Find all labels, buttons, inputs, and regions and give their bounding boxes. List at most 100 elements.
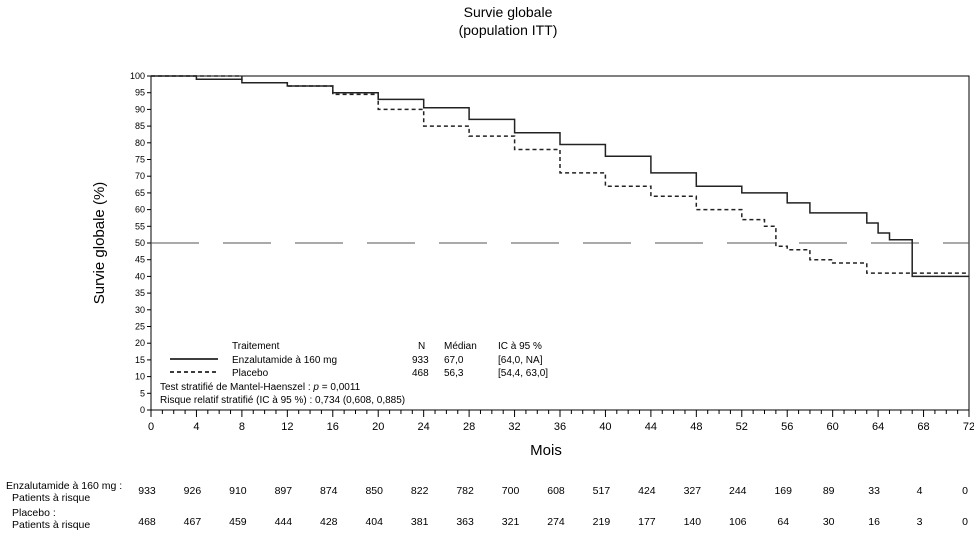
y-tick-label: 75 [135, 155, 145, 165]
y-tick-label: 95 [135, 88, 145, 98]
x-tick-label: 44 [645, 421, 657, 433]
legend-row-ci: [54,4, 63,0] [498, 368, 548, 379]
y-tick-label: 45 [135, 255, 145, 265]
x-tick-label: 56 [781, 421, 793, 433]
risk-value: 321 [502, 516, 520, 528]
y-tick-label: 0 [140, 405, 145, 415]
y-tick-label: 100 [130, 71, 145, 81]
risk-value: 64 [777, 516, 789, 528]
y-tick-label: 55 [135, 221, 145, 231]
legend-row-median: 67,0 [444, 355, 464, 366]
risk-value: 782 [456, 485, 474, 497]
x-axis: 0 4 8 12 16 20 24 28 32 36 40 44 48 52 56 60 64 68 72 [148, 410, 974, 433]
legend-test-value: = 0,0011 [319, 382, 361, 393]
y-tick-label: 85 [135, 121, 145, 131]
risk-value: 33 [868, 485, 880, 497]
risk-value: 700 [502, 485, 520, 497]
legend-col-median: Médian [444, 341, 477, 352]
risk-row-label: Enzalutamide à 160 mg : [6, 480, 122, 492]
risk-value: 459 [229, 516, 247, 528]
risk-value: 822 [411, 485, 429, 497]
y-tick-label: 10 [135, 372, 145, 382]
risk-value: 444 [275, 516, 293, 528]
risk-value: 89 [823, 485, 835, 497]
y-axis-label: Survie globale (%) [91, 182, 108, 305]
risk-value: 274 [547, 516, 565, 528]
y-tick-label: 30 [135, 305, 145, 315]
y-tick-label: 70 [135, 171, 145, 181]
y-tick-label: 65 [135, 188, 145, 198]
x-axis-label: Mois [530, 442, 562, 459]
risk-value: 874 [320, 485, 338, 497]
chart-title: Survie globale [464, 4, 553, 20]
x-tick-label: 24 [418, 421, 430, 433]
risk-row-sublabel: Patients à risque [12, 519, 90, 531]
x-tick-label: 20 [372, 421, 384, 433]
risk-value: 910 [229, 485, 247, 497]
x-tick-label: 28 [463, 421, 475, 433]
legend-col-ci: IC à 95 % [498, 341, 542, 352]
risk-value: 467 [184, 516, 202, 528]
y-axis: 0 5 10 15 20 25 30 35 40 45 50 55 60 65 70 75 80 85 90 95 10… [130, 71, 151, 415]
legend-row-name: Placebo [232, 368, 269, 379]
y-tick-label: 20 [135, 338, 145, 348]
y-tick-label: 25 [135, 322, 145, 332]
x-tick-label: 72 [963, 421, 974, 433]
risk-value: 404 [365, 516, 383, 528]
risk-value: 0 [962, 516, 968, 528]
y-tick-label: 15 [135, 355, 145, 365]
risk-row-label: Placebo : [12, 507, 56, 519]
risk-value: 381 [411, 516, 429, 528]
risk-value: 608 [547, 485, 565, 497]
x-tick-label: 32 [508, 421, 520, 433]
y-tick-label: 90 [135, 104, 145, 114]
y-tick-label: 40 [135, 271, 145, 281]
legend-test-prefix: Test stratifié de Mantel-Haenszel : [160, 382, 313, 393]
legend-test-p: p [312, 382, 319, 393]
risk-value: 169 [774, 485, 792, 497]
risk-table: Enzalutamide à 160 mg : Patients à risqu… [6, 480, 968, 531]
risk-value: 3 [917, 516, 923, 528]
x-tick-label: 48 [690, 421, 702, 433]
y-tick-label: 50 [135, 238, 145, 248]
risk-value: 106 [729, 516, 747, 528]
x-tick-label: 64 [872, 421, 884, 433]
risk-value: 424 [638, 485, 656, 497]
y-tick-label: 60 [135, 205, 145, 215]
risk-value: 933 [138, 485, 156, 497]
risk-value: 926 [184, 485, 202, 497]
legend: Traitement N Médian IC à 95 % Enzalutami… [160, 341, 548, 406]
x-tick-label: 12 [281, 421, 293, 433]
risk-value: 0 [962, 485, 968, 497]
series-line-enzalutamide [151, 75, 969, 278]
x-tick-label: 52 [736, 421, 748, 433]
legend-test-text: Test stratifié de Mantel-Haenszel : p = … [160, 382, 361, 393]
x-tick-label: 4 [193, 421, 199, 433]
risk-value: 327 [684, 485, 702, 497]
risk-value: 850 [365, 485, 383, 497]
risk-value: 177 [638, 516, 656, 528]
x-tick-label: 60 [827, 421, 839, 433]
risk-value: 219 [593, 516, 611, 528]
risk-row-sublabel: Patients à risque [12, 492, 90, 504]
legend-row-median: 56,3 [444, 368, 464, 379]
risk-value: 428 [320, 516, 338, 528]
x-tick-label: 36 [554, 421, 566, 433]
risk-value: 244 [729, 485, 747, 497]
risk-value: 517 [593, 485, 611, 497]
risk-value: 30 [823, 516, 835, 528]
x-tick-label: 16 [327, 421, 339, 433]
legend-row-n: 468 [412, 368, 429, 379]
chart-subtitle: (population ITT) [459, 22, 558, 38]
legend-header: Traitement [232, 341, 280, 352]
x-tick-label: 40 [599, 421, 611, 433]
y-tick-label: 5 [140, 388, 145, 398]
x-tick-label: 8 [239, 421, 245, 433]
y-tick-label: 80 [135, 138, 145, 148]
legend-row-ci: [64,0, NA] [498, 355, 543, 366]
risk-value: 4 [917, 485, 923, 497]
series-line-placebo [151, 75, 969, 274]
y-tick-label: 35 [135, 288, 145, 298]
risk-value: 140 [684, 516, 702, 528]
